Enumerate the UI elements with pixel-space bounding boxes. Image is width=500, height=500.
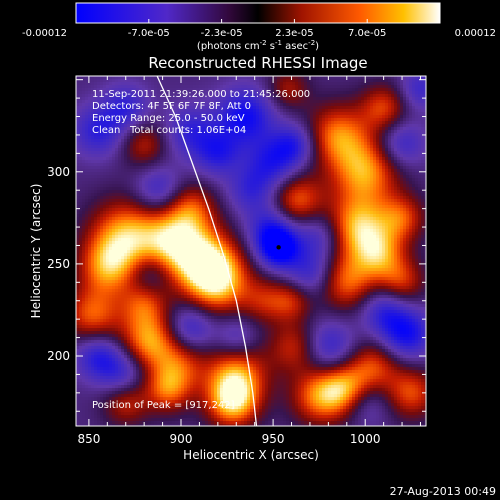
y-tick-label: 200 xyxy=(47,349,70,363)
colorbar-tick-label: 2.3e-05 xyxy=(275,28,313,39)
x-tick-label: 1000 xyxy=(350,432,381,446)
solar-limb-curve xyxy=(156,76,258,426)
colorbar-tick-label: 7.0e-05 xyxy=(348,28,386,39)
peak-marker xyxy=(276,245,281,250)
annotation-detectors: Detectors: 4F 5F 6F 7F 8F, Att 0 xyxy=(92,101,251,112)
x-tick-label: 950 xyxy=(262,432,285,446)
annotation-counts: Total counts: 1.06E+04 xyxy=(129,125,246,136)
colorbar-tick-label: -2.3e-05 xyxy=(201,28,243,39)
colorbar-tick-label: -0.00012 xyxy=(22,28,67,39)
colorbar-ticks xyxy=(75,19,441,23)
chart-title: Reconstructed RHESSI Image xyxy=(148,54,367,72)
y-tick-labels: 200 250 300 xyxy=(47,165,70,363)
heatmap-image xyxy=(76,76,426,426)
x-tick-label: 850 xyxy=(77,432,100,446)
x-axis-label: Heliocentric X (arcsec) xyxy=(183,448,319,462)
axis-ticks xyxy=(76,76,426,426)
annotation-method: Clean xyxy=(92,125,120,136)
colorbar-tick-labels: -0.00012 -7.0e-05 -2.3e-05 2.3e-05 7.0e-05 0.… xyxy=(22,28,496,39)
colorbar: -0.00012 -7.0e-05 -2.3e-05 2.3e-05 7.0e-05 0.… xyxy=(22,2,496,52)
colorbar-tick-label: -7.0e-05 xyxy=(128,28,170,39)
x-tick-label: 900 xyxy=(170,432,193,446)
colorbar-tick-label: 0.00012 xyxy=(455,28,496,39)
annotation-time: 11-Sep-2011 21:39:26.000 to 21:45:26.000 xyxy=(92,89,310,100)
annotation-energy: Energy Range: 25.0 - 50.0 keV xyxy=(92,113,245,124)
plot-area: 850 900 950 1000 200 250 300 xyxy=(47,75,427,446)
y-axis-label: Heliocentric Y (arcsec) xyxy=(29,184,43,319)
footer-date: 27-Aug-2013 00:49 xyxy=(389,485,496,498)
colorbar-unit-label: (photons cm-2 s-1 asec-2) xyxy=(197,39,319,52)
x-tick-labels: 850 900 950 1000 xyxy=(77,432,380,446)
annotations: 11-Sep-2011 21:39:26.000 to 21:45:26.000… xyxy=(92,89,310,411)
y-tick-label: 250 xyxy=(47,257,70,271)
y-tick-label: 300 xyxy=(47,165,70,179)
colorbar-gradient xyxy=(75,2,441,24)
annotation-peak-position: Position of Peak = [917,242] xyxy=(92,400,235,411)
plot-frame xyxy=(75,75,427,427)
